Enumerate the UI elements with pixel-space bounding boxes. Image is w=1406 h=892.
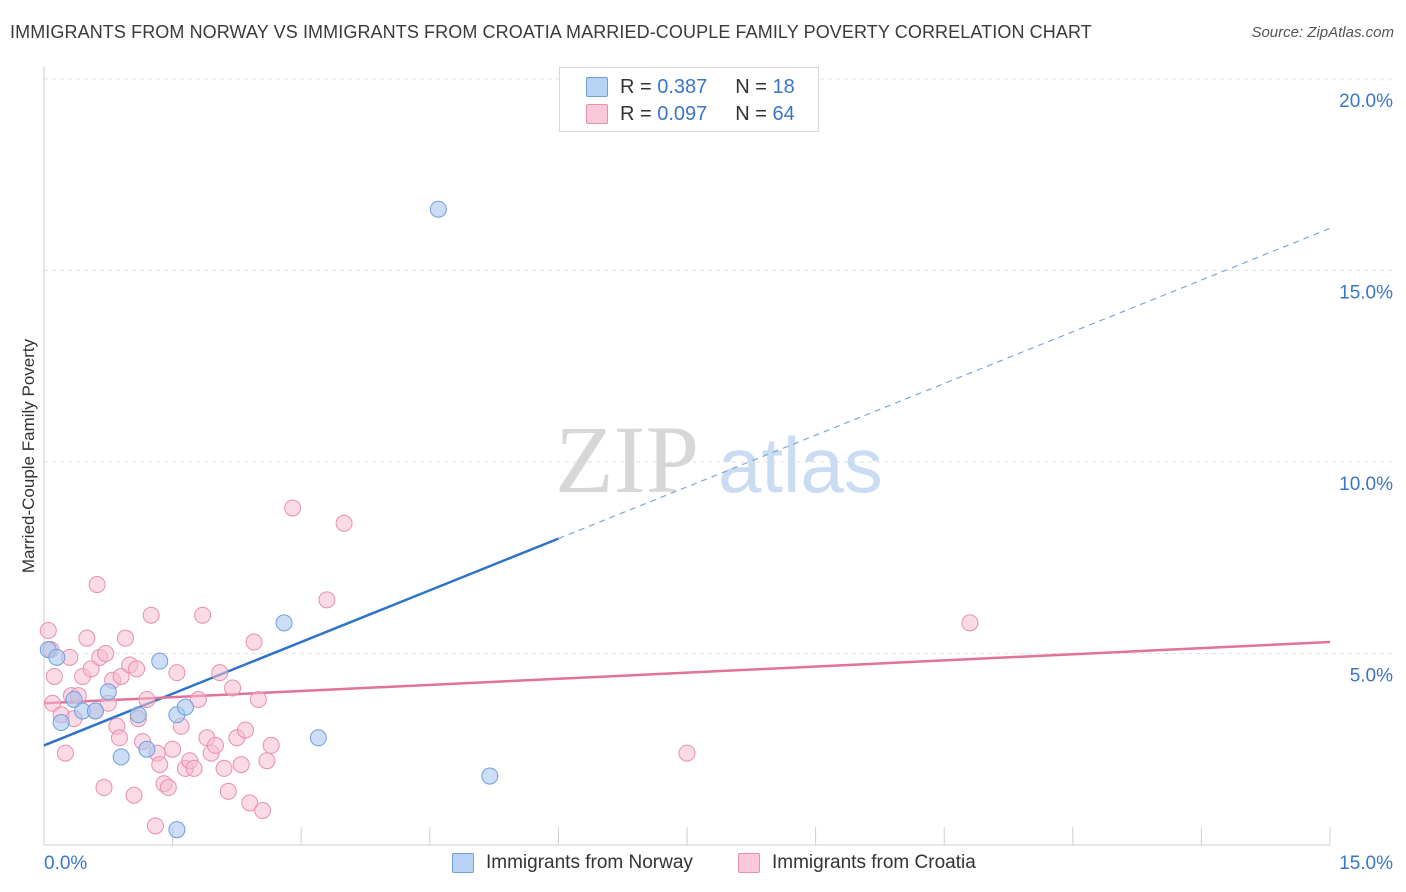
legend-r-label: R = — [620, 102, 652, 125]
point-norway — [48, 648, 66, 666]
point-croatia — [318, 591, 336, 609]
series-label-norway: Immigrants from Norway — [486, 852, 693, 873]
point-croatia — [125, 786, 143, 804]
watermark-zip: ZIP — [555, 406, 699, 513]
point-norway — [65, 690, 83, 708]
point-croatia — [78, 629, 96, 647]
point-croatia — [206, 736, 224, 754]
point-croatia — [249, 690, 267, 708]
point-croatia — [215, 759, 233, 777]
series-swatch-norway — [452, 853, 474, 873]
point-norway — [52, 713, 70, 731]
watermark-atlas: atlas — [718, 421, 883, 509]
point-croatia — [262, 736, 280, 754]
x-tick-label: 0.0% — [44, 853, 87, 874]
point-croatia — [159, 779, 177, 797]
point-croatia — [961, 614, 979, 632]
point-croatia — [194, 606, 212, 624]
point-croatia — [258, 752, 276, 770]
point-croatia — [110, 729, 128, 747]
trend-line-norway-extension — [558, 227, 1331, 540]
legend-n-value-norway: 18 — [772, 75, 795, 98]
point-croatia — [189, 690, 207, 708]
point-croatia — [56, 744, 74, 762]
point-croatia — [39, 622, 57, 640]
point-norway — [429, 200, 447, 218]
series-swatch-croatia — [738, 853, 760, 873]
point-croatia — [241, 794, 259, 812]
grid-lines — [44, 78, 1393, 654]
point-croatia — [138, 690, 156, 708]
point-croatia — [211, 664, 229, 682]
point-norway — [168, 821, 186, 839]
point-croatia — [116, 629, 134, 647]
point-croatia — [151, 756, 169, 774]
point-croatia — [112, 667, 130, 685]
series-label-croatia: Immigrants from Croatia — [772, 852, 976, 873]
point-croatia — [678, 744, 696, 762]
point-norway — [138, 740, 156, 758]
legend-r-label: R = — [620, 75, 652, 98]
legend-row-croatia: R = 0.097 N = 64 — [586, 102, 795, 126]
axes — [43, 66, 1331, 846]
point-norway — [176, 698, 194, 716]
point-norway — [481, 767, 499, 785]
y-tick-label: 15.0% — [1339, 283, 1393, 304]
point-croatia — [164, 740, 182, 758]
tick-labels: 5.0% 10.0% 15.0% 20.0% 0.0% 15.0% — [44, 91, 1393, 874]
source-label: Source: ZipAtlas.com — [1251, 24, 1394, 41]
legend-r-value-norway: 0.387 — [657, 75, 708, 98]
point-croatia — [224, 679, 242, 697]
y-tick-label: 20.0% — [1339, 91, 1393, 112]
legend-row-norway: R = 0.387 N = 18 — [586, 75, 795, 99]
point-croatia — [97, 645, 115, 662]
point-croatia — [146, 817, 164, 835]
point-norway — [86, 702, 104, 720]
point-norway — [129, 706, 147, 724]
point-croatia — [82, 660, 100, 678]
y-tick-label: 5.0% — [1350, 666, 1393, 687]
point-croatia — [142, 606, 160, 624]
point-croatia — [254, 802, 272, 820]
legend-swatch-croatia — [586, 104, 608, 124]
series-legend-norway: Immigrants from Norway — [452, 852, 693, 874]
series-legend-croatia: Immigrants from Croatia — [738, 852, 976, 874]
point-croatia — [219, 782, 237, 800]
point-croatia — [185, 759, 203, 777]
point-croatia — [284, 499, 302, 517]
point-croatia — [128, 660, 146, 678]
point-norway — [151, 652, 169, 670]
point-norway — [112, 748, 130, 766]
data-points — [39, 200, 979, 839]
point-norway — [99, 683, 117, 701]
point-croatia — [45, 667, 63, 685]
legend-swatch-norway — [586, 77, 608, 97]
legend-n-label: N = — [735, 75, 767, 98]
legend-n-label: N = — [735, 102, 767, 125]
point-croatia — [232, 756, 250, 774]
trend-line-norway — [43, 537, 559, 747]
point-norway — [275, 614, 293, 632]
point-croatia — [168, 664, 186, 682]
x-tick-label: 15.0% — [1339, 853, 1393, 874]
point-croatia — [88, 576, 106, 594]
chart-title: IMMIGRANTS FROM NORWAY VS IMMIGRANTS FRO… — [10, 22, 1092, 42]
point-croatia — [335, 514, 353, 532]
point-croatia — [44, 694, 62, 712]
legend-n-value-croatia: 64 — [772, 102, 795, 125]
point-croatia — [245, 633, 263, 651]
point-croatia — [236, 721, 254, 739]
legend-r-value-croatia: 0.097 — [657, 102, 708, 125]
y-tick-label: 10.0% — [1339, 474, 1393, 495]
y-axis-label: Married-Couple Family Poverty — [19, 338, 38, 573]
watermark: ZIP atlas — [555, 406, 883, 513]
point-croatia — [95, 779, 113, 797]
point-norway — [309, 729, 327, 747]
correlation-legend: R = 0.387 N = 18 R = 0.097 N = 64 — [559, 67, 819, 132]
